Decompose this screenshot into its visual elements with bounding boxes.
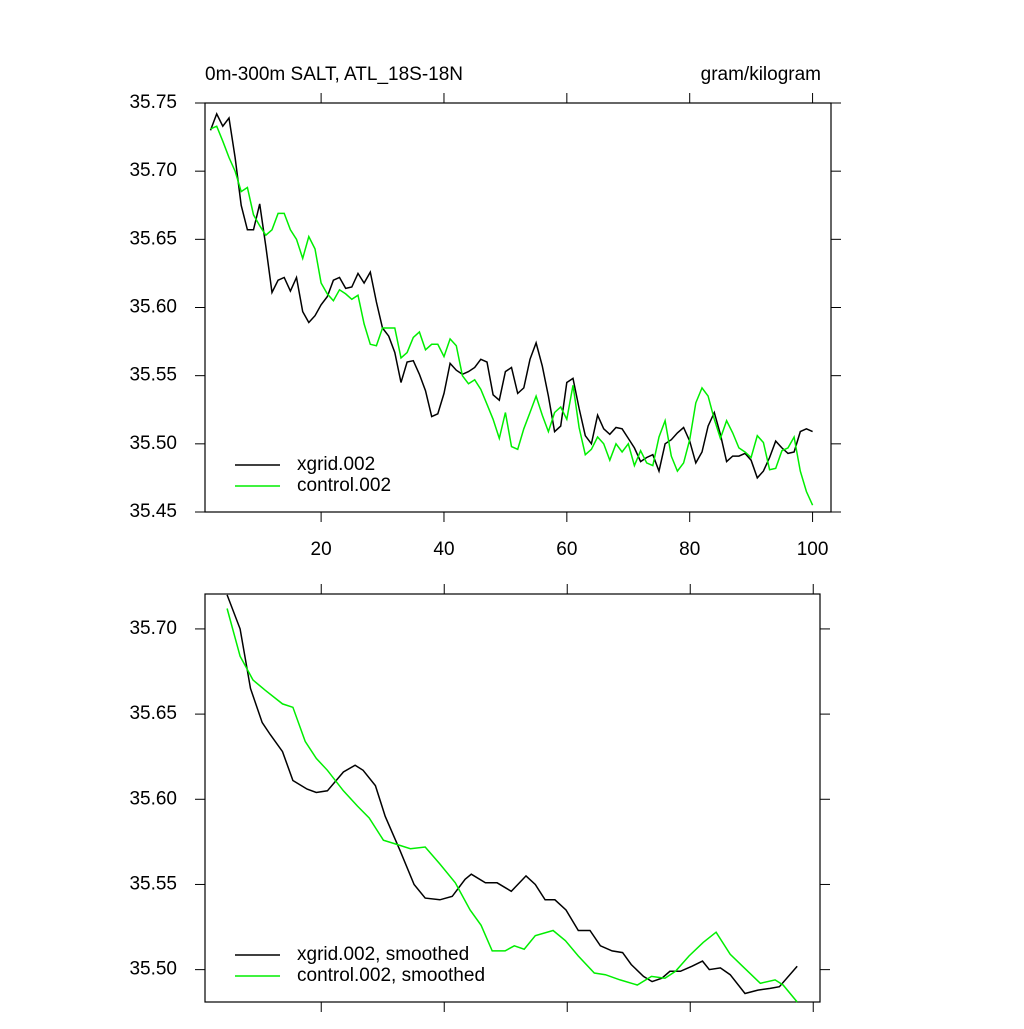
units: gram/kilogram [701,64,821,85]
x-tick-label: 60 [556,539,577,560]
y-tick-label: 35.50 [129,433,177,454]
legend-label: control.002 [297,475,391,496]
legend-label: xgrid.002 [297,454,375,475]
y-tick-label: 35.45 [129,501,177,522]
x-tick-label: 20 [311,539,332,560]
legend-label: control.002, smoothed [297,965,485,986]
x-tick-label: 80 [679,539,700,560]
y-tick-label: 35.70 [129,160,177,181]
y-tick-label: 35.50 [129,959,177,980]
x-tick-label: 100 [797,539,829,560]
series-line [226,608,798,1003]
title: 0m-300m SALT, ATL_18S-18N [205,64,463,85]
y-tick-label: 35.70 [129,618,177,639]
series-line [210,125,814,506]
plot-frame [204,593,821,1003]
series-line [209,112,813,480]
plot-frame [204,102,832,513]
y-tick-label: 35.60 [129,297,177,318]
y-tick-label: 35.75 [129,92,177,113]
y-tick-label: 35.55 [129,365,177,386]
series-line [226,594,798,995]
legend-label: xgrid.002, smoothed [297,944,469,965]
y-tick-label: 35.60 [129,788,177,809]
y-tick-label: 35.65 [129,703,177,724]
y-tick-label: 35.55 [129,873,177,894]
x-tick-label: 40 [433,539,454,560]
y-tick-label: 35.65 [129,228,177,249]
